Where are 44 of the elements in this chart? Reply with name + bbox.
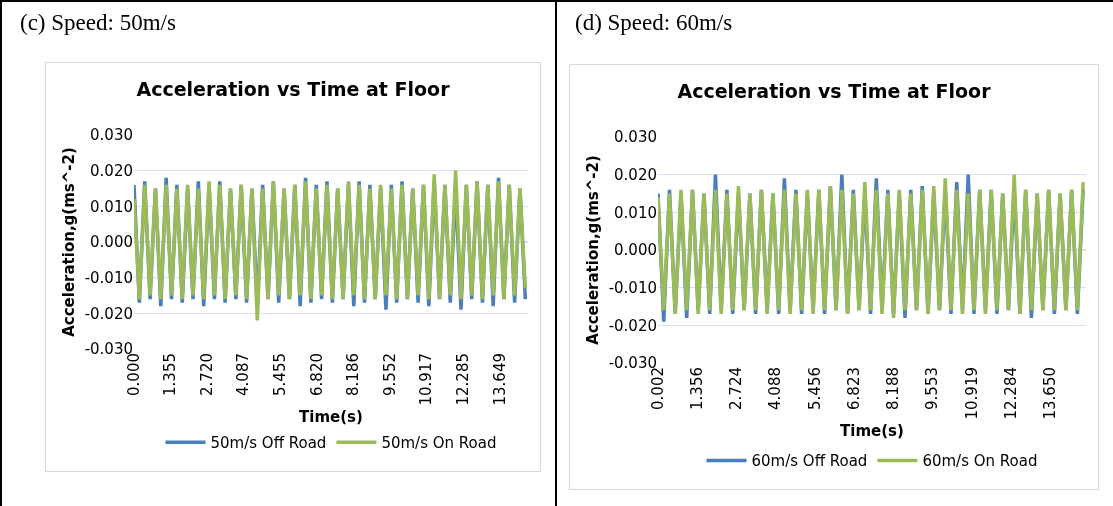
y-axis-title: Acceleration,g(ms^-2): [59, 147, 78, 337]
y-tick-label: 0.020: [614, 165, 657, 184]
x-tick-label: 2.720: [197, 353, 216, 396]
y-axis-title: Acceleration,g(ms^-2): [583, 155, 602, 345]
x-tick-label: 8.188: [884, 367, 903, 410]
x-tick-label: 5.456: [805, 367, 824, 410]
y-tick-label: 0.000: [614, 241, 657, 260]
chart-title: Acceleration vs Time at Floor: [136, 78, 451, 101]
legend-label: 60m/s Off Road: [751, 452, 868, 471]
y-tick-label: -0.020: [608, 316, 657, 335]
x-tick-label: 9.553: [923, 367, 942, 410]
y-tick-label: -0.010: [84, 268, 133, 287]
x-tick-label: 1.355: [161, 353, 180, 396]
y-tick-label: 0.000: [90, 233, 133, 252]
chart-subtitle: (c) Speed: 50m/s: [20, 10, 176, 36]
x-tick-label: 4.087: [234, 353, 253, 396]
x-tick-label: 10.917: [417, 353, 436, 406]
y-tick-label: -0.020: [84, 304, 133, 323]
x-tick-label: 10.919: [962, 367, 981, 420]
y-tick-label: 0.030: [90, 126, 133, 145]
x-tick-label: 12.284: [1001, 367, 1020, 420]
x-tick-label: 6.820: [307, 353, 326, 396]
y-tick-label: 0.030: [614, 128, 657, 147]
y-tick-label: 0.010: [614, 203, 657, 222]
x-tick-label: 2.724: [727, 367, 746, 410]
x-tick-label: 9.552: [380, 353, 399, 396]
y-tick-label: -0.010: [608, 278, 657, 297]
legend-label: 50m/s Off Road: [210, 434, 327, 453]
x-tick-label: 1.356: [687, 367, 706, 410]
x-tick-label: 12.285: [454, 353, 473, 406]
chart-subtitle: (d) Speed: 60m/s: [575, 10, 733, 36]
x-axis-title: Time(s): [840, 421, 904, 440]
legend-label: 50m/s On Road: [381, 434, 497, 453]
y-tick-label: 0.020: [90, 161, 133, 180]
x-tick-label: 13.649: [490, 353, 509, 406]
legend-label: 60m/s On Road: [922, 452, 1038, 471]
y-tick-label: 0.010: [90, 197, 133, 216]
x-tick-label: 4.088: [766, 367, 785, 410]
x-tick-label: 13.650: [1040, 367, 1059, 420]
x-tick-label: 6.823: [844, 367, 863, 410]
x-tick-label: 5.455: [271, 353, 290, 396]
x-tick-label: 8.186: [344, 353, 363, 396]
chart-title: Acceleration vs Time at Floor: [677, 80, 992, 103]
x-axis-title: Time(s): [299, 407, 363, 426]
